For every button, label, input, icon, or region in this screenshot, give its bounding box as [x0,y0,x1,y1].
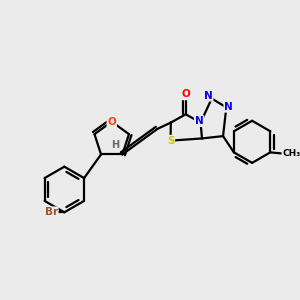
Text: N: N [195,116,203,126]
Text: H: H [111,140,119,150]
Text: N: N [204,91,213,101]
Text: S: S [167,136,174,146]
Text: CH₃: CH₃ [282,149,300,158]
Text: Br: Br [45,207,58,217]
Text: N: N [224,102,233,112]
Text: O: O [107,117,116,127]
Text: O: O [181,89,190,99]
